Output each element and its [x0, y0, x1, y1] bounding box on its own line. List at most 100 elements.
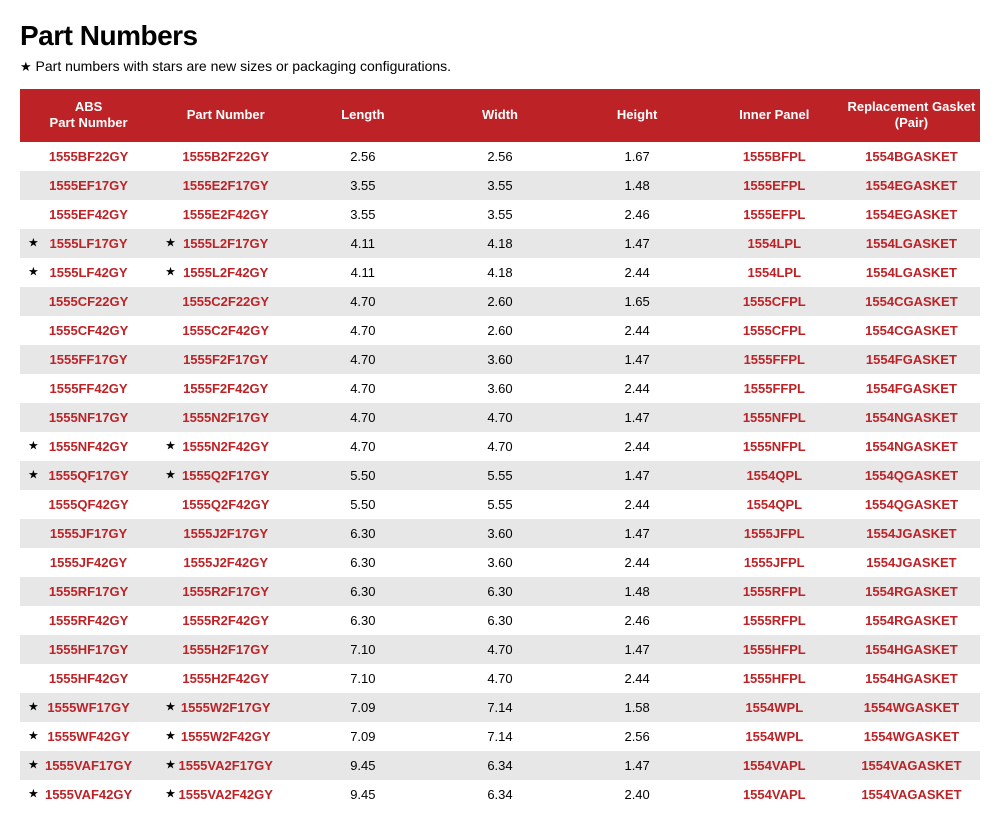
abs-part-number[interactable]: 1555JF42GY — [20, 548, 157, 577]
replacement-gasket[interactable]: 1554VAGASKET — [843, 780, 980, 809]
abs-part-number[interactable]: 1555BF22GY — [20, 142, 157, 171]
part-number[interactable]: ★1555VA2F42GY — [157, 780, 294, 809]
part-number[interactable]: ★1555L2F17GY — [157, 229, 294, 258]
abs-part-number[interactable]: 1555RF42GY — [20, 606, 157, 635]
part-number[interactable]: 1555B2F22GY — [157, 142, 294, 171]
replacement-gasket[interactable]: 1554HGASKET — [843, 664, 980, 693]
width-value: 3.60 — [487, 352, 512, 367]
replacement-gasket[interactable]: 1554LGASKET — [843, 229, 980, 258]
part-number[interactable]: ★1555W2F42GY — [157, 722, 294, 751]
abs-part-number[interactable]: ★1555VAF42GY — [20, 780, 157, 809]
inner-panel[interactable]: 1555RFPL — [706, 577, 843, 606]
part-number-value: 1555F2F42GY — [183, 381, 268, 396]
inner-panel[interactable]: 1555NFPL — [706, 432, 843, 461]
replacement-gasket-value: 1554RGASKET — [865, 584, 957, 599]
replacement-gasket[interactable]: 1554EGASKET — [843, 171, 980, 200]
inner-panel[interactable]: 1555CFPL — [706, 287, 843, 316]
abs-part-number[interactable]: ★1555NF42GY — [20, 432, 157, 461]
replacement-gasket[interactable]: 1554EGASKET — [843, 200, 980, 229]
inner-panel[interactable]: 1555FFPL — [706, 374, 843, 403]
inner-panel[interactable]: 1555JFPL — [706, 548, 843, 577]
replacement-gasket[interactable]: 1554HGASKET — [843, 635, 980, 664]
inner-panel[interactable]: 1554QPL — [706, 461, 843, 490]
inner-panel[interactable]: 1554VAPL — [706, 780, 843, 809]
replacement-gasket-value: 1554LGASKET — [866, 236, 957, 251]
part-number[interactable]: 1555F2F42GY — [157, 374, 294, 403]
inner-panel[interactable]: 1555NFPL — [706, 403, 843, 432]
inner-panel[interactable]: 1554WPL — [706, 722, 843, 751]
replacement-gasket[interactable]: 1554LGASKET — [843, 258, 980, 287]
replacement-gasket[interactable]: 1554BGASKET — [843, 142, 980, 171]
abs-part-number[interactable]: 1555JF17GY — [20, 519, 157, 548]
part-number[interactable]: ★1555N2F42GY — [157, 432, 294, 461]
replacement-gasket[interactable]: 1554FGASKET — [843, 374, 980, 403]
inner-panel[interactable]: 1555EFPL — [706, 171, 843, 200]
part-number[interactable]: ★1555VA2F17GY — [157, 751, 294, 780]
part-number[interactable]: 1555J2F17GY — [157, 519, 294, 548]
replacement-gasket[interactable]: 1554RGASKET — [843, 606, 980, 635]
part-number[interactable]: 1555C2F42GY — [157, 316, 294, 345]
replacement-gasket[interactable]: 1554VAGASKET — [843, 751, 980, 780]
abs-part-number[interactable]: 1555EF17GY — [20, 171, 157, 200]
abs-part-number[interactable]: 1555HF17GY — [20, 635, 157, 664]
part-number[interactable]: 1555C2F22GY — [157, 287, 294, 316]
inner-panel[interactable]: 1555FFPL — [706, 345, 843, 374]
replacement-gasket[interactable]: 1554NGASKET — [843, 432, 980, 461]
height: 1.58 — [569, 693, 706, 722]
part-number[interactable]: 1555R2F42GY — [157, 606, 294, 635]
replacement-gasket[interactable]: 1554WGASKET — [843, 722, 980, 751]
replacement-gasket[interactable]: 1554RGASKET — [843, 577, 980, 606]
abs-part-number[interactable]: ★1555VAF17GY — [20, 751, 157, 780]
part-number[interactable]: 1555H2F42GY — [157, 664, 294, 693]
replacement-gasket[interactable]: 1554QGASKET — [843, 490, 980, 519]
abs-part-number[interactable]: 1555HF42GY — [20, 664, 157, 693]
replacement-gasket[interactable]: 1554QGASKET — [843, 461, 980, 490]
inner-panel[interactable]: 1555HFPL — [706, 635, 843, 664]
inner-panel[interactable]: 1555EFPL — [706, 200, 843, 229]
part-number[interactable]: 1555J2F42GY — [157, 548, 294, 577]
abs-part-number[interactable]: ★1555LF42GY — [20, 258, 157, 287]
inner-panel[interactable]: 1554QPL — [706, 490, 843, 519]
abs-part-number[interactable]: 1555NF17GY — [20, 403, 157, 432]
part-number[interactable]: 1555E2F17GY — [157, 171, 294, 200]
part-number[interactable]: 1555R2F17GY — [157, 577, 294, 606]
part-number[interactable]: ★1555Q2F17GY — [157, 461, 294, 490]
inner-panel[interactable]: 1555JFPL — [706, 519, 843, 548]
abs-part-number[interactable]: ★1555LF17GY — [20, 229, 157, 258]
part-number[interactable]: ★1555L2F42GY — [157, 258, 294, 287]
abs-part-number[interactable]: 1555EF42GY — [20, 200, 157, 229]
part-number[interactable]: 1555N2F17GY — [157, 403, 294, 432]
abs-part-number[interactable]: 1555FF42GY — [20, 374, 157, 403]
replacement-gasket[interactable]: 1554WGASKET — [843, 693, 980, 722]
replacement-gasket[interactable]: 1554CGASKET — [843, 316, 980, 345]
abs-part-number[interactable]: 1555QF42GY — [20, 490, 157, 519]
abs-part-number[interactable]: 1555CF22GY — [20, 287, 157, 316]
replacement-gasket[interactable]: 1554JGASKET — [843, 548, 980, 577]
replacement-gasket[interactable]: 1554FGASKET — [843, 345, 980, 374]
replacement-gasket[interactable]: 1554NGASKET — [843, 403, 980, 432]
length-value: 9.45 — [350, 787, 375, 802]
inner-panel[interactable]: 1555CFPL — [706, 316, 843, 345]
replacement-gasket[interactable]: 1554JGASKET — [843, 519, 980, 548]
inner-panel[interactable]: 1555HFPL — [706, 664, 843, 693]
abs-part-number[interactable]: 1555CF42GY — [20, 316, 157, 345]
part-number[interactable]: 1555H2F17GY — [157, 635, 294, 664]
abs-part-number[interactable]: ★1555QF17GY — [20, 461, 157, 490]
part-number[interactable]: ★1555W2F17GY — [157, 693, 294, 722]
replacement-gasket[interactable]: 1554CGASKET — [843, 287, 980, 316]
inner-panel[interactable]: 1555RFPL — [706, 606, 843, 635]
abs-part-number[interactable]: 1555RF17GY — [20, 577, 157, 606]
part-number[interactable]: 1555F2F17GY — [157, 345, 294, 374]
width: 3.55 — [431, 171, 568, 200]
inner-panel[interactable]: 1555BFPL — [706, 142, 843, 171]
inner-panel[interactable]: 1554LPL — [706, 229, 843, 258]
abs-part-number[interactable]: 1555FF17GY — [20, 345, 157, 374]
abs-part-number[interactable]: ★1555WF42GY — [20, 722, 157, 751]
inner-panel[interactable]: 1554VAPL — [706, 751, 843, 780]
part-number[interactable]: 1555Q2F42GY — [157, 490, 294, 519]
width-value: 5.55 — [487, 468, 512, 483]
inner-panel[interactable]: 1554LPL — [706, 258, 843, 287]
inner-panel[interactable]: 1554WPL — [706, 693, 843, 722]
abs-part-number[interactable]: ★1555WF17GY — [20, 693, 157, 722]
part-number[interactable]: 1555E2F42GY — [157, 200, 294, 229]
